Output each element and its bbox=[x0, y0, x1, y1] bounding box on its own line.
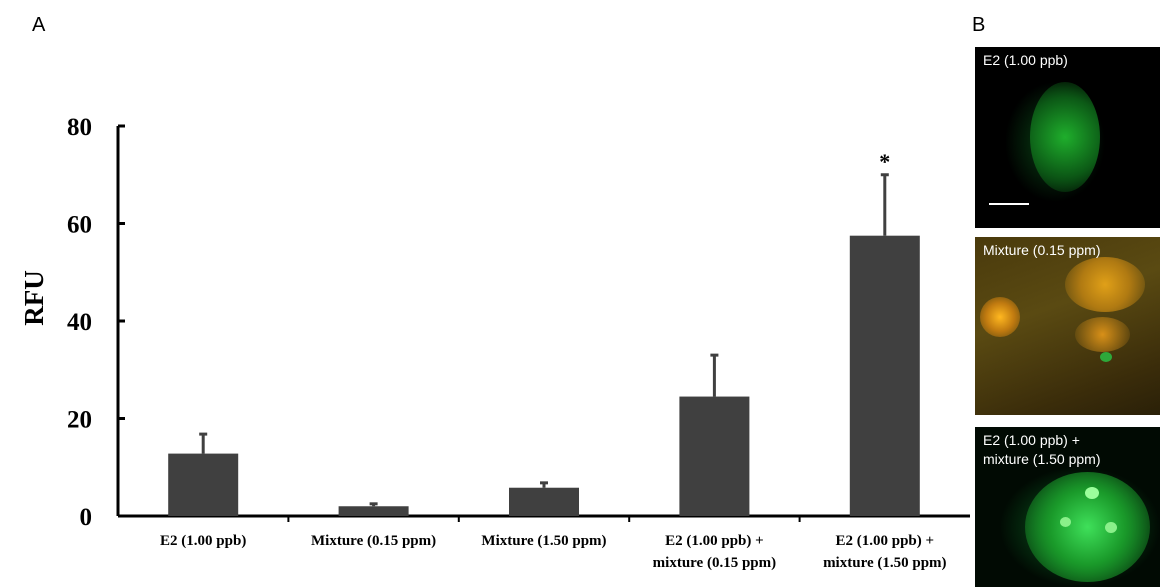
micrograph-e2: E2 (1.00 ppb) bbox=[975, 47, 1160, 228]
bar bbox=[338, 506, 409, 516]
x-tick-label: Mixture (0.15 ppm) bbox=[311, 533, 436, 549]
y-tick-label: 80 bbox=[67, 114, 92, 141]
x-tick-label: mixture (0.15 ppm) bbox=[653, 555, 776, 571]
bar bbox=[168, 453, 239, 516]
fluorescence-spot bbox=[1060, 517, 1071, 527]
fluorescence-spot bbox=[1100, 352, 1112, 362]
micrograph-caption: Mixture (0.15 ppm) bbox=[983, 242, 1101, 258]
fluorescence-region bbox=[1030, 82, 1100, 192]
fluorescence-region bbox=[1065, 257, 1145, 312]
micrograph-caption: E2 (1.00 ppb) + mixture (1.50 ppm) bbox=[983, 432, 1101, 467]
fluorescence-spot bbox=[1105, 522, 1117, 533]
bar bbox=[509, 487, 579, 516]
x-tick-label: mixture (1.50 ppm) bbox=[823, 555, 946, 571]
x-tick-label: Mixture (1.50 ppm) bbox=[481, 533, 606, 549]
x-tick-label: E2 (1.00 ppb) bbox=[160, 533, 246, 549]
micrograph-caption: E2 (1.00 ppb) bbox=[983, 52, 1068, 68]
bar-chart: * E2 (1.00 ppb) Mixture (0.15 ppm) Mixture… bbox=[19, 114, 970, 571]
y-tick-label: 40 bbox=[67, 309, 92, 336]
y-tick-label: 20 bbox=[67, 407, 92, 434]
micrograph-mixture-0-15: Mixture (0.15 ppm) bbox=[975, 237, 1160, 415]
y-tick-labels: 0 20 40 60 80 bbox=[67, 114, 92, 531]
fluorescence-region bbox=[980, 297, 1020, 337]
panel-b-label: B bbox=[972, 14, 986, 36]
micrograph-e2-mixture-1-50: E2 (1.00 ppb) + mixture (1.50 ppm) bbox=[975, 427, 1160, 587]
bar bbox=[679, 396, 750, 516]
significance-marker: * bbox=[879, 149, 890, 174]
x-tick-labels: E2 (1.00 ppb) Mixture (0.15 ppm) Mixture (… bbox=[160, 533, 946, 571]
fluorescence-region bbox=[1075, 317, 1130, 352]
chart-axes bbox=[116, 124, 970, 522]
bar bbox=[849, 235, 920, 516]
y-tick-label: 0 bbox=[80, 504, 93, 531]
x-tick-label: E2 (1.00 ppb) + bbox=[836, 533, 935, 549]
fluorescence-spot bbox=[1085, 487, 1099, 499]
x-tick-label: E2 (1.00 ppb) + bbox=[665, 533, 764, 549]
chart-bars: * bbox=[168, 149, 920, 516]
scale-bar bbox=[989, 203, 1029, 205]
panel-a-label: A bbox=[32, 14, 46, 36]
y-axis-label: RFU bbox=[19, 270, 49, 326]
y-tick-label: 60 bbox=[67, 212, 92, 239]
